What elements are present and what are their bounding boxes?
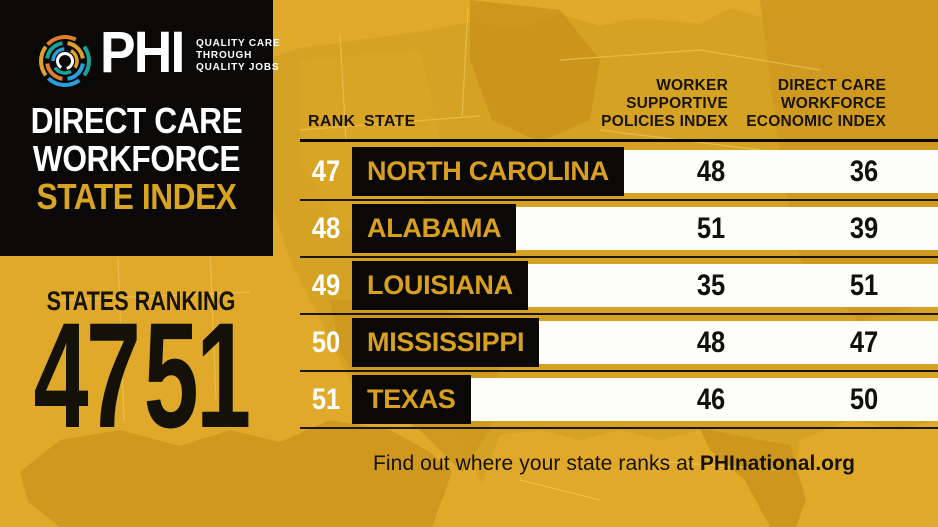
rank-cell: 50 [311,326,341,359]
row-divider [300,256,938,258]
ranking-range: 47 51 [34,300,252,450]
range-end: 51 [143,291,251,459]
state-cell: NORTH CAROLINA [352,147,624,196]
table-row: 51 TEXAS 46 50 [300,375,938,429]
phi-rings-logo-icon [39,34,91,87]
table-row: 49 LOUISIANA 35 51 [300,261,938,315]
phi-wordmark: PHI [100,20,185,85]
economic-index-score: 51 [849,269,879,302]
worker-supportive-policies-score: 48 [696,326,726,359]
state-cell: MISSISSIPPI [352,318,540,367]
rankings-table: 47 NORTH CAROLINA 48 36 48 ALABAMA 51 39… [300,147,938,435]
row-divider [300,313,938,315]
row-divider [300,199,938,201]
state-cell: LOUISIANA [352,261,528,310]
table-row: 50 MISSISSIPPI 48 47 [300,318,938,372]
footer-site-url: PHInational.org [699,452,855,475]
row-divider [300,427,938,429]
states-ranking-callout: STATES RANKING 47 51 [0,286,282,450]
table-header: RANK STATE WORKER SUPPORTIVE POLICIES IN… [300,70,938,131]
worker-supportive-policies-score: 46 [696,383,726,416]
rank-column-header: RANK [308,113,356,130]
brand-panel: PHI QUALITY CARE THROUGH QUALITY JOBS DI… [0,0,280,256]
worker-supportive-policies-index-header: WORKER SUPPORTIVE POLICIES INDEX [601,77,728,130]
states-ranking-label: STATES RANKING [46,286,236,316]
tagline-line: THROUGH [196,50,253,61]
economic-index-score: 39 [849,212,879,245]
rank-cell: 49 [311,269,341,302]
state-column-header: STATE [364,113,416,130]
title-line-3: STATE INDEX [36,176,237,217]
worker-supportive-policies-score: 35 [696,269,726,302]
alaska-island [73,506,117,518]
economic-index-score: 47 [849,326,879,359]
alaska-shape [20,420,452,527]
table-row: 48 ALABAMA 51 39 [300,204,938,258]
great-lakes-shape [470,0,600,142]
state-cell: TEXAS [352,375,471,424]
worker-supportive-policies-score: 48 [696,155,726,188]
footer-cta: Find out where your state ranks at PHIna… [290,452,938,476]
header-underline [300,139,938,142]
range-start: 47 [33,291,141,459]
report-title: DIRECT CARE WORKFORCE STATE INDEX [0,102,273,216]
florida-shape [700,428,806,527]
footer-text: Find out where your state ranks at [372,452,700,475]
tagline-line: QUALITY CARE [196,38,281,49]
rank-cell: 48 [311,212,341,245]
phi-logo-lockup: PHI QUALITY CARE THROUGH QUALITY JOBS [38,24,280,92]
row-divider [300,370,938,372]
state-border-lines [59,7,821,501]
tagline-line: QUALITY JOBS [196,62,280,73]
state-cell: ALABAMA [352,204,517,253]
worker-supportive-policies-score: 51 [696,212,726,245]
rank-cell: 51 [311,383,341,416]
title-line-2: WORKFORCE [32,138,241,179]
phi-tagline: QUALITY CARE THROUGH QUALITY JOBS [196,38,280,74]
direct-care-workforce-economic-index-header: DIRECT CARE WORKFORCE ECONOMIC INDEX [746,77,886,130]
economic-index-score: 50 [849,383,879,416]
economic-index-score: 36 [849,155,879,188]
title-line-1: DIRECT CARE [30,100,243,141]
rank-cell: 47 [311,155,341,188]
alaska-island [154,515,186,525]
table-row: 47 NORTH CAROLINA 48 36 [300,147,938,201]
